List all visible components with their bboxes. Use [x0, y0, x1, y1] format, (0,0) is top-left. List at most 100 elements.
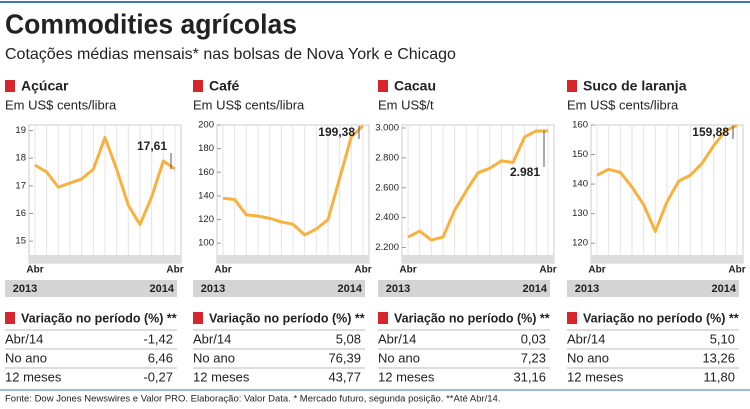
unit-label: Em US$ cents/libra [567, 97, 679, 112]
row-label: 12 meses [193, 369, 250, 384]
x-tick-label: Abr [539, 265, 556, 276]
y-tick-label: 17 [15, 180, 26, 191]
row-label: No ano [378, 350, 420, 365]
row-value: 6,46 [148, 350, 173, 365]
y-tick-label: 120 [572, 238, 588, 249]
title: Commodities agrícolas [5, 8, 297, 39]
title-marker [193, 80, 203, 92]
chart-title: Açúcar [21, 78, 69, 94]
year-band [5, 280, 177, 297]
year-label: 2014 [338, 283, 363, 295]
y-tick-label: 16 [15, 208, 26, 219]
y-tick-label: 19 [15, 125, 26, 136]
year-label: 2014 [712, 283, 737, 295]
line [596, 124, 738, 233]
y-tick-label: 15 [15, 236, 26, 247]
chart-title: Cacau [394, 78, 436, 94]
x-tick-label: Abr [26, 265, 43, 276]
year-label: 2013 [201, 283, 225, 295]
year-band [193, 280, 365, 297]
table-marker [567, 312, 577, 324]
y-tick-label: 130 [572, 208, 588, 219]
y-tick-label: 100 [198, 238, 214, 249]
y-tick-label: 150 [572, 149, 588, 160]
row-label: Abr/14 [193, 331, 231, 346]
x-tick-label: Abr [354, 265, 371, 276]
y-tick-label: 200 [198, 120, 214, 131]
row-label: 12 meses [567, 369, 624, 384]
year-label: 2013 [386, 283, 410, 295]
row-label: Abr/14 [378, 331, 416, 346]
year-band [567, 280, 739, 297]
value-label: 199,38 [318, 125, 355, 139]
subtitle: Cotações médias mensais* nas bolsas de N… [5, 46, 456, 63]
line [34, 135, 176, 227]
value-label: 159,88 [692, 125, 729, 139]
y-tick-label: 120 [198, 214, 214, 225]
row-value: 43,77 [328, 369, 361, 384]
y-tick-label: 140 [198, 190, 214, 201]
row-label: Abr/14 [567, 331, 605, 346]
title-marker [378, 80, 388, 92]
title-marker [567, 80, 577, 92]
row-value: -0,27 [143, 369, 173, 384]
table-marker [5, 312, 15, 324]
y-tick-label: 2.600 [375, 182, 399, 193]
row-label: No ano [567, 350, 609, 365]
row-value: 13,26 [702, 350, 735, 365]
chart-title: Suco de laranja [583, 78, 687, 94]
year-band [378, 280, 550, 297]
row-value: 11,80 [703, 369, 735, 384]
row-value: 31,16 [513, 369, 546, 384]
x-tick-label: Abr [214, 265, 231, 276]
row-value: 76,39 [328, 350, 361, 365]
row-label: Abr/14 [5, 331, 43, 346]
y-tick-label: 3.000 [375, 123, 399, 134]
unit-label: Em US$/t [378, 97, 434, 112]
row-value: -1,42 [143, 331, 173, 346]
x-tick-label: Abr [166, 265, 183, 276]
y-tick-label: 160 [198, 167, 214, 178]
row-label: 12 meses [378, 369, 435, 384]
plot-floor [217, 255, 369, 263]
year-label: 2013 [575, 283, 599, 295]
y-tick-label: 2.400 [375, 212, 399, 223]
unit-label: Em US$ cents/libra [5, 97, 117, 112]
x-tick-label: Abr [728, 265, 745, 276]
value-label: 2.981 [510, 165, 540, 179]
unit-label: Em US$ cents/libra [193, 97, 305, 112]
value-label: 17,61 [137, 139, 167, 153]
row-value: 5,10 [710, 331, 735, 346]
plot-floor [591, 255, 743, 263]
line [222, 124, 365, 237]
row-value: 0,03 [521, 331, 546, 346]
table-header: Variação no período (%) ** [394, 311, 550, 325]
plot-floor [402, 255, 554, 263]
y-tick-label: 180 [198, 143, 214, 154]
table-marker [378, 312, 388, 324]
row-label: 12 meses [5, 369, 62, 384]
y-tick-label: 2.200 [375, 242, 399, 253]
table-header: Variação no período (%) ** [583, 311, 739, 325]
x-tick-label: Abr [399, 265, 416, 276]
year-label: 2014 [523, 283, 548, 295]
y-tick-label: 140 [572, 179, 588, 190]
title-marker [5, 80, 15, 92]
x-tick-label: Abr [588, 265, 605, 276]
source: Fonte: Dow Jones Newswires e Valor PRO. … [5, 394, 500, 405]
table-header: Variação no período (%) ** [21, 311, 177, 325]
chart-title: Café [209, 78, 240, 94]
line [407, 129, 549, 242]
table-header: Variação no período (%) ** [209, 311, 365, 325]
row-value: 5,08 [336, 331, 361, 346]
year-label: 2013 [13, 283, 37, 295]
plot-floor [29, 255, 181, 263]
year-label: 2014 [150, 283, 175, 295]
y-tick-label: 18 [15, 153, 26, 164]
y-tick-label: 2.800 [375, 152, 399, 163]
row-label: No ano [193, 350, 235, 365]
table-marker [193, 312, 203, 324]
row-label: No ano [5, 350, 47, 365]
row-value: 7,23 [521, 350, 546, 365]
